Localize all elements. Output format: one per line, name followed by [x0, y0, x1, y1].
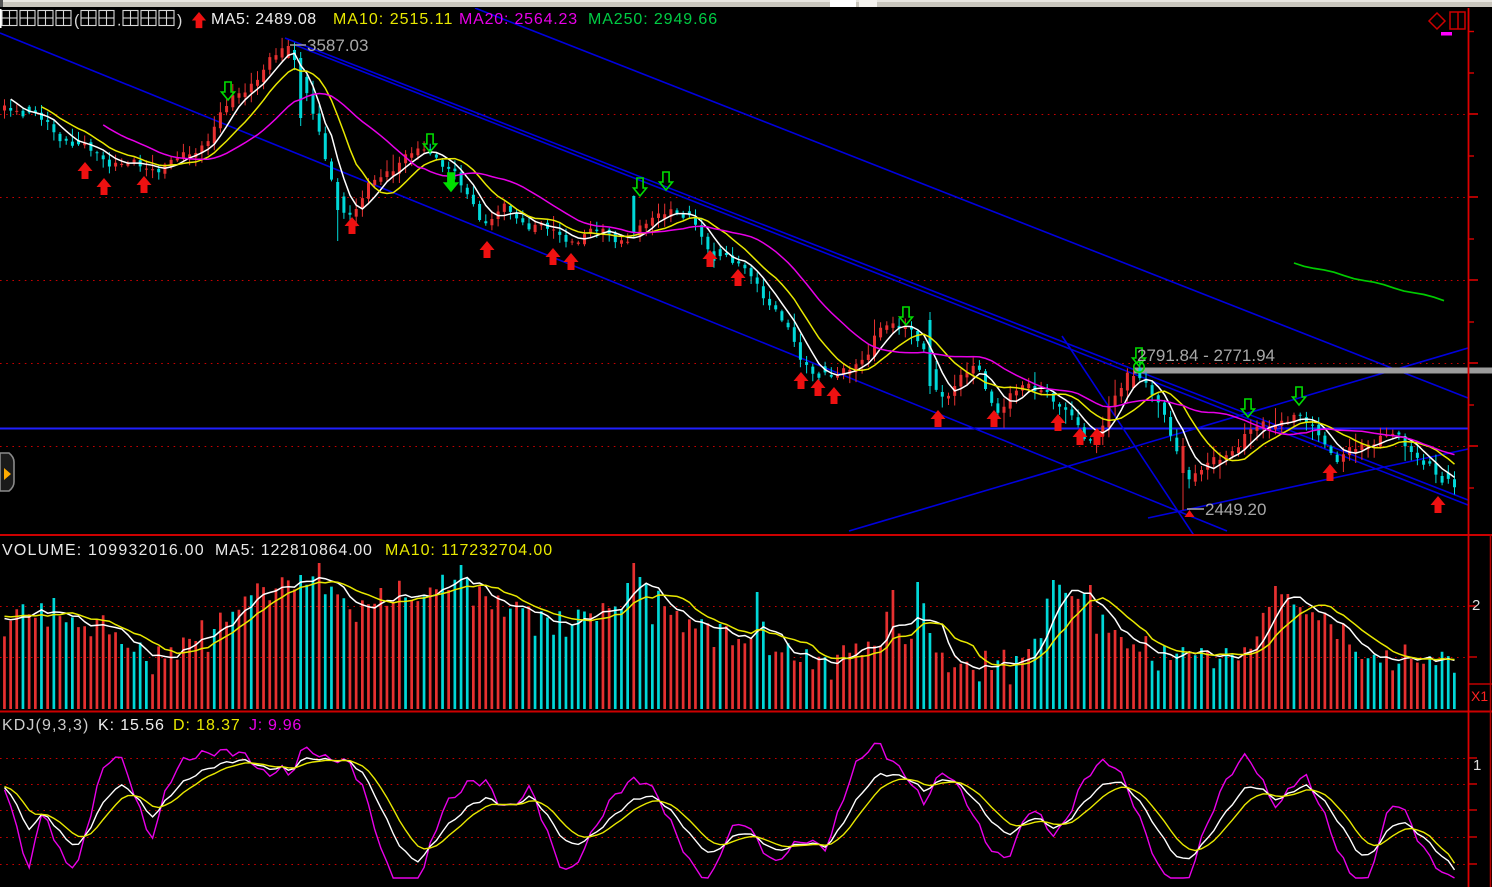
- svg-text:MA5: 2489.08: MA5: 2489.08: [211, 11, 317, 28]
- svg-text:3587.03: 3587.03: [307, 36, 368, 55]
- svg-text:.: .: [117, 13, 121, 30]
- svg-text:X1: X1: [1471, 688, 1488, 704]
- svg-text:KDJ(9,3,3): KDJ(9,3,3): [2, 717, 89, 734]
- svg-text:MA20: 2564.23: MA20: 2564.23: [459, 11, 578, 28]
- svg-text:MA10: 117232704.00: MA10: 117232704.00: [385, 542, 553, 559]
- svg-text:(: (: [74, 13, 80, 30]
- svg-text:2449.20: 2449.20: [1205, 500, 1266, 519]
- svg-text:2: 2: [1472, 597, 1480, 614]
- svg-text:1: 1: [1473, 757, 1481, 774]
- svg-text:): ): [177, 13, 182, 30]
- svg-text:D: 18.37: D: 18.37: [173, 717, 241, 734]
- svg-text:MA250: 2949.66: MA250: 2949.66: [588, 11, 718, 28]
- svg-text:MA5: 122810864.00: MA5: 122810864.00: [215, 542, 373, 559]
- svg-text:K: 15.56: K: 15.56: [98, 717, 165, 734]
- svg-text:VOLUME: 109932016.00: VOLUME: 109932016.00: [2, 542, 205, 559]
- svg-text:MA10: 2515.11: MA10: 2515.11: [333, 11, 453, 28]
- svg-text:2791.84 - 2771.94: 2791.84 - 2771.94: [1137, 346, 1275, 365]
- svg-text:J: 9.96: J: 9.96: [249, 717, 302, 734]
